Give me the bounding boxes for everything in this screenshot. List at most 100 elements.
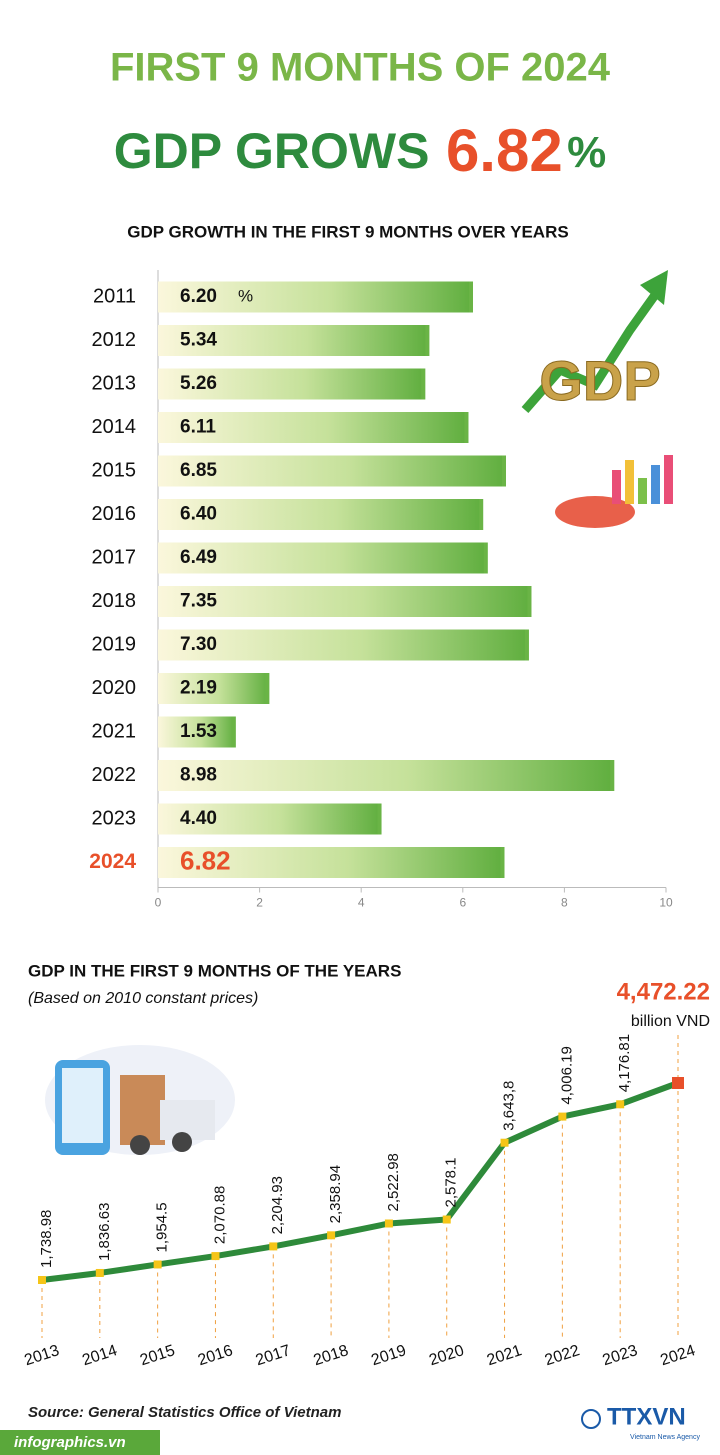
headline-unit: % [567, 128, 606, 177]
logo-sub: Vietnam News Agency [630, 1434, 700, 1441]
category-label: 2023 [92, 807, 137, 829]
value-label: 1.53 [180, 721, 217, 742]
x-tick-label: 2017 [254, 1342, 293, 1369]
bar-end [501, 455, 506, 487]
svg-text:GDP: GDP [539, 349, 660, 412]
unit-label: billion VND [631, 1013, 710, 1030]
bar-end [483, 542, 488, 574]
point [327, 1231, 336, 1240]
value-label: 3,643,8 [501, 1081, 518, 1131]
bar [158, 629, 529, 661]
value-label: 6.20 [180, 286, 217, 307]
value-label: 6.85 [180, 460, 217, 481]
point [384, 1219, 393, 1228]
bar-end [524, 629, 529, 661]
headline-value: 6.82 [446, 117, 563, 184]
point [442, 1215, 451, 1224]
x-tick-label: 0 [155, 896, 162, 910]
value-label: 2,358.94 [327, 1165, 344, 1223]
value-label: 1,738.98 [38, 1210, 55, 1268]
value-label: 1,954.5 [154, 1202, 171, 1252]
x-tick-label: 2024 [658, 1342, 697, 1369]
category-label: 2018 [92, 590, 137, 612]
bar [158, 847, 505, 878]
logo-mark [581, 1409, 601, 1429]
headline-text: GDP GROWS [114, 123, 430, 179]
category-label: 2011 [93, 285, 136, 307]
chart-title: GDP IN THE FIRST 9 MONTHS OF THE YEARS [28, 961, 401, 980]
bar-end [265, 673, 270, 704]
value-label: 7.35 [180, 591, 217, 612]
point [500, 1138, 509, 1147]
truck-decoration [45, 1045, 235, 1155]
value-label: 4,006.19 [558, 1046, 575, 1104]
category-label: 2015 [92, 459, 137, 481]
x-tick-label: 2022 [543, 1342, 582, 1369]
value-label: 5.26 [180, 373, 217, 394]
category-label: 2012 [92, 329, 137, 351]
bar-end [231, 716, 236, 748]
value-label: 6.49 [180, 547, 217, 568]
category-label: 2020 [92, 677, 137, 699]
category-label: 2013 [92, 372, 137, 394]
chart-subtitle: (Based on 2010 constant prices) [28, 990, 258, 1007]
value-label: 6.11 [180, 417, 216, 438]
value-label: 7.30 [180, 634, 217, 655]
value-label: 2,522.98 [385, 1153, 402, 1211]
unit-label: % [238, 286, 253, 305]
bar-end [421, 368, 426, 400]
bar [158, 803, 382, 835]
point [95, 1268, 104, 1277]
bar [158, 499, 484, 530]
value-label: 6.40 [180, 504, 217, 525]
headline: GDP GROWS 6.82 % [114, 117, 607, 184]
page-title: FIRST 9 MONTHS OF 2024 [110, 46, 611, 90]
value-label: 2,070.88 [211, 1186, 228, 1244]
value-label: 5.34 [180, 330, 217, 351]
bar [158, 716, 236, 748]
x-tick-label: 2015 [138, 1342, 177, 1369]
bar [158, 412, 469, 443]
x-tick-label: 2013 [22, 1342, 61, 1369]
category-label: 2016 [92, 503, 137, 525]
bar [158, 673, 270, 704]
x-tick-label: 2020 [427, 1342, 466, 1369]
value-label: 4,176.81 [616, 1034, 633, 1092]
bar-end [377, 803, 382, 835]
x-tick-label: 10 [659, 896, 673, 910]
bar-end [464, 412, 469, 443]
x-tick-label: 8 [561, 896, 568, 910]
bar-end [479, 499, 484, 530]
x-tick-label: 4 [358, 896, 365, 910]
x-tick-label: 6 [459, 896, 466, 910]
value-label: 4,472.22 [617, 978, 710, 1005]
category-label: 2022 [92, 764, 137, 786]
value-label: 1,836.63 [96, 1203, 113, 1261]
bar [158, 368, 426, 400]
bar-end [527, 586, 532, 617]
value-label: 4.40 [180, 808, 217, 829]
category-label: 2014 [92, 416, 137, 438]
value-label: 2,204.93 [269, 1176, 286, 1234]
value-label: 6.82 [180, 845, 231, 875]
point [153, 1260, 162, 1269]
bar-end [468, 281, 473, 313]
x-tick-label: 2019 [369, 1342, 408, 1369]
point [558, 1112, 567, 1121]
bar [158, 542, 488, 574]
point [38, 1276, 46, 1284]
value-label: 2.19 [180, 678, 217, 699]
point [211, 1252, 220, 1261]
footer-strip [0, 1430, 160, 1455]
source: Source: General Statistics Office of Vie… [28, 1404, 341, 1421]
bar-end [500, 847, 505, 878]
category-label: 2024 [89, 850, 136, 873]
value-label: 8.98 [180, 765, 217, 786]
x-tick-label: 2 [256, 896, 263, 910]
category-label: 2017 [92, 546, 137, 568]
logo: TTXVN [607, 1403, 686, 1430]
bar-end [610, 760, 615, 791]
point [672, 1077, 684, 1089]
point [616, 1100, 625, 1109]
